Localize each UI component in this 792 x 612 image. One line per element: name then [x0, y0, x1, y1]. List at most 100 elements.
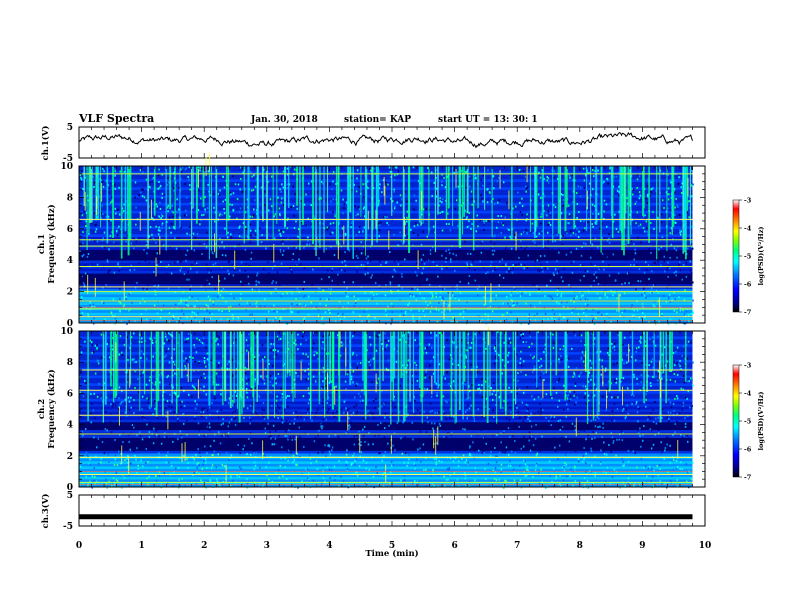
spectrogram-pixel [87, 313, 89, 316]
spectrogram-pixel [502, 264, 504, 267]
spectrogram-pixel [399, 274, 402, 277]
spectrogram-pixel [196, 263, 198, 266]
spectrogram-pixel [505, 250, 507, 253]
spectrogram-pixel [547, 204, 550, 207]
spectrogram-pixel [339, 318, 342, 321]
spectrogram-pixel [538, 259, 541, 262]
spectrogram-pixel [438, 301, 440, 304]
spectrogram-pixel [334, 474, 337, 477]
spectrogram-pixel [669, 401, 672, 404]
spectrogram-pixel [547, 210, 550, 213]
spectrogram-pixel [488, 219, 490, 222]
spectrogram-pixel [381, 191, 383, 194]
spectrogram-pixel [323, 406, 325, 409]
spectrogram-pixel [675, 274, 677, 277]
spectrogram-pixel [173, 195, 176, 198]
spectrogram-pixel [218, 246, 221, 249]
spectrogram-pixel [412, 438, 414, 441]
spectrogram-pixel [186, 299, 188, 302]
spectrogram-pixel [685, 261, 687, 264]
spectrogram-pixel [247, 344, 249, 347]
spectrogram-pixel [537, 410, 540, 413]
spectrogram-pixel [399, 231, 401, 234]
spectrogram-pixel [621, 457, 624, 460]
spectrogram-pixel [597, 169, 599, 172]
spectrogram-pixel [347, 371, 349, 374]
spectrogram-pixel [542, 270, 544, 273]
spectrogram-pixel [384, 347, 387, 350]
spectrogram-pixel [624, 282, 626, 285]
spectrogram-pixel [520, 350, 522, 353]
spectrogram-streak [499, 169, 501, 189]
spectrogram-pixel [152, 355, 154, 358]
spectrogram-pixel [691, 225, 694, 228]
spectrogram-pixel [126, 457, 128, 460]
spectrogram-pixel [641, 293, 643, 296]
spectrogram-pixel [627, 271, 630, 274]
spectrogram-pixel [88, 388, 90, 391]
spectrogram-pixel [383, 427, 386, 430]
spectrogram-row [79, 359, 693, 363]
spectrogram-pixel [558, 377, 561, 380]
spectrogram-pixel [195, 351, 198, 354]
spectrogram-pixel [673, 271, 676, 274]
spectrogram-streak [197, 168, 199, 188]
spectrogram-pixel [598, 268, 601, 271]
spectrogram-pixel [362, 230, 364, 233]
spectrogram-pixel [137, 391, 140, 394]
spectrogram-pixel [454, 208, 457, 211]
spectrogram-pixel [147, 401, 150, 404]
spectrogram-pixel [679, 359, 681, 362]
spectrogram-pixel [289, 267, 292, 270]
spectrogram-pixel [690, 240, 693, 243]
spectrogram-pixel [385, 261, 387, 264]
spectrogram-pixel [252, 318, 255, 321]
spectrogram-pixel [436, 320, 439, 323]
spectrogram-pixel [584, 227, 586, 230]
spectrogram-pixel [279, 232, 281, 235]
spectrogram-pixel [81, 434, 84, 437]
spectrogram-pixel [180, 170, 183, 173]
spectrogram-pixel [465, 264, 468, 267]
spectrogram-pixel [153, 336, 156, 339]
spectrogram-pixel [249, 404, 252, 407]
spectrogram-pixel [517, 191, 519, 194]
spectrogram-pixel [449, 417, 451, 420]
spectrogram-streak [511, 166, 513, 241]
spectrogram-pixel [352, 335, 354, 338]
spectrogram-pixel [577, 185, 580, 188]
spectrogram-pixel [253, 461, 256, 464]
spectrogram-pixel [233, 297, 235, 300]
spectrogram-pixel [476, 433, 479, 436]
spectrogram-pixel [635, 288, 637, 291]
spectrogram-pixel [532, 283, 534, 286]
spectrogram-pixel [149, 407, 152, 410]
spectrogram-pixel [680, 433, 682, 436]
spectrogram-pixel [230, 454, 233, 457]
spectrogram-pixel [281, 419, 283, 422]
spectrogram-pixel [394, 174, 396, 177]
spectrogram-pixel [546, 261, 548, 264]
spectrogram-pixel [513, 286, 515, 289]
spectrogram-pixel [196, 298, 199, 301]
spectrogram-pixel [170, 262, 172, 265]
spectrogram-pixel [449, 229, 452, 232]
spectrogram-pixel [283, 273, 285, 276]
spectrogram-pixel [319, 314, 321, 317]
spectrogram-pixel [566, 232, 568, 235]
spectrogram-pixel [427, 303, 429, 306]
spectrogram-pixel [421, 297, 424, 300]
spectrogram-pixel [676, 311, 678, 314]
spectrogram-pixel [145, 178, 148, 181]
spectrogram-pixel [613, 419, 616, 422]
spectrogram-pixel [372, 412, 375, 415]
spectrogram-pixel [591, 223, 593, 226]
spectrogram-pixel [184, 214, 186, 217]
spectrogram-pixel [650, 281, 653, 284]
spectrogram-pixel [589, 359, 592, 362]
spectrogram-pixel [211, 251, 213, 254]
spectrogram-pixel [566, 475, 568, 478]
spectrogram-pixel [492, 253, 494, 256]
spectrogram-row [79, 268, 693, 271]
spectrogram-pixel [82, 242, 84, 245]
